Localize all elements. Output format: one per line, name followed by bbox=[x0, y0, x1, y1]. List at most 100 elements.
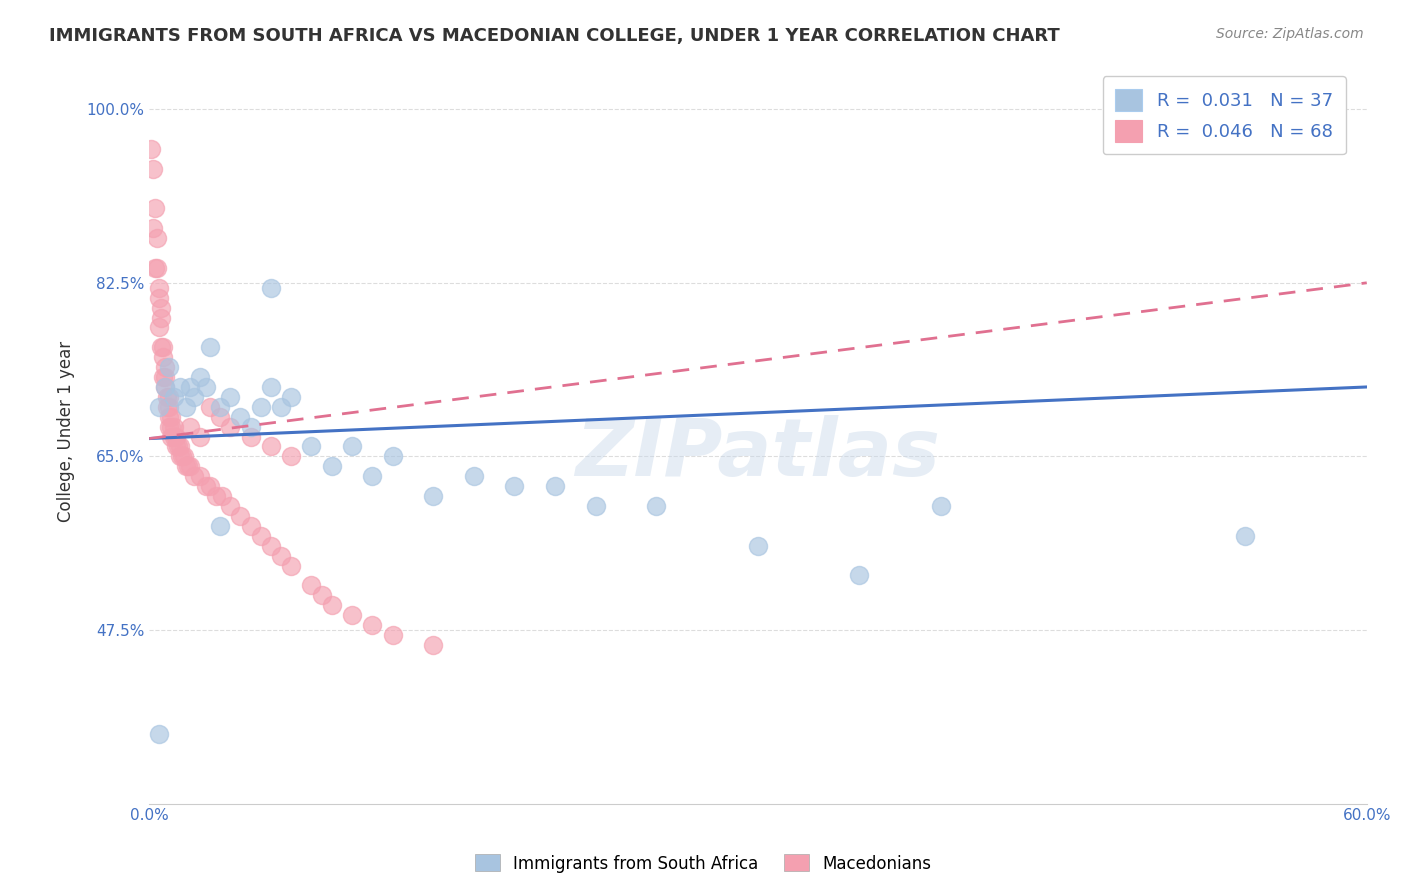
Point bbox=[270, 549, 292, 563]
Point bbox=[183, 390, 205, 404]
Point bbox=[160, 419, 183, 434]
Point bbox=[165, 429, 187, 443]
Point bbox=[301, 440, 323, 454]
Point bbox=[159, 390, 181, 404]
Point bbox=[173, 450, 195, 464]
Point bbox=[280, 450, 302, 464]
Point bbox=[179, 380, 201, 394]
Point bbox=[209, 400, 232, 414]
Point bbox=[155, 380, 177, 394]
Point bbox=[160, 409, 183, 424]
Point bbox=[301, 578, 323, 592]
Text: Source: ZipAtlas.com: Source: ZipAtlas.com bbox=[1216, 27, 1364, 41]
Point bbox=[260, 539, 283, 553]
Point bbox=[156, 390, 179, 404]
Point bbox=[239, 519, 262, 533]
Point bbox=[239, 419, 262, 434]
Point bbox=[152, 340, 174, 354]
Point bbox=[585, 499, 607, 513]
Point bbox=[166, 440, 188, 454]
Point bbox=[194, 380, 217, 394]
Point bbox=[361, 618, 384, 632]
Legend: R =  0.031   N = 37, R =  0.046   N = 68: R = 0.031 N = 37, R = 0.046 N = 68 bbox=[1102, 76, 1346, 154]
Point bbox=[422, 489, 444, 503]
Point bbox=[249, 400, 271, 414]
Point bbox=[162, 429, 184, 443]
Point bbox=[146, 231, 169, 245]
Point bbox=[321, 598, 343, 612]
Point bbox=[159, 400, 181, 414]
Point bbox=[152, 370, 174, 384]
Point bbox=[155, 370, 177, 384]
Point bbox=[169, 380, 191, 394]
Point bbox=[229, 508, 252, 523]
Point bbox=[229, 409, 252, 424]
Point bbox=[198, 479, 221, 493]
Point bbox=[148, 400, 170, 414]
Point bbox=[219, 499, 242, 513]
Point bbox=[270, 400, 292, 414]
Point bbox=[183, 469, 205, 483]
Point bbox=[148, 727, 170, 741]
Text: ZIPatlas: ZIPatlas bbox=[575, 415, 941, 493]
Point bbox=[143, 260, 166, 275]
Point bbox=[142, 221, 165, 235]
Point bbox=[747, 539, 769, 553]
Point bbox=[160, 429, 183, 443]
Point bbox=[188, 370, 211, 384]
Point bbox=[848, 568, 870, 582]
Point bbox=[150, 310, 173, 325]
Point bbox=[148, 291, 170, 305]
Point bbox=[544, 479, 567, 493]
Point bbox=[260, 440, 283, 454]
Point bbox=[645, 499, 668, 513]
Point bbox=[150, 301, 173, 315]
Point bbox=[159, 409, 181, 424]
Text: IMMIGRANTS FROM SOUTH AFRICA VS MACEDONIAN COLLEGE, UNDER 1 YEAR CORRELATION CHA: IMMIGRANTS FROM SOUTH AFRICA VS MACEDONI… bbox=[49, 27, 1060, 45]
Point bbox=[148, 281, 170, 295]
Point bbox=[198, 340, 221, 354]
Point bbox=[159, 419, 181, 434]
Point bbox=[422, 638, 444, 652]
Point bbox=[381, 628, 404, 642]
Point bbox=[155, 380, 177, 394]
Point bbox=[340, 440, 363, 454]
Point bbox=[198, 400, 221, 414]
Point bbox=[148, 320, 170, 334]
Y-axis label: College, Under 1 year: College, Under 1 year bbox=[58, 341, 75, 522]
Point bbox=[239, 429, 262, 443]
Point bbox=[463, 469, 485, 483]
Point bbox=[155, 360, 177, 375]
Point bbox=[211, 489, 233, 503]
Point bbox=[169, 450, 191, 464]
Point bbox=[205, 489, 228, 503]
Point bbox=[209, 519, 232, 533]
Legend: Immigrants from South Africa, Macedonians: Immigrants from South Africa, Macedonian… bbox=[468, 847, 938, 880]
Point bbox=[177, 459, 200, 474]
Point bbox=[146, 260, 169, 275]
Point bbox=[150, 340, 173, 354]
Point bbox=[156, 400, 179, 414]
Point bbox=[311, 588, 333, 602]
Point bbox=[162, 390, 184, 404]
Point bbox=[249, 529, 271, 543]
Point bbox=[340, 608, 363, 623]
Point bbox=[219, 419, 242, 434]
Point bbox=[361, 469, 384, 483]
Point bbox=[179, 419, 201, 434]
Point bbox=[165, 440, 187, 454]
Point bbox=[143, 202, 166, 216]
Point bbox=[188, 469, 211, 483]
Point bbox=[280, 558, 302, 573]
Point bbox=[188, 429, 211, 443]
Point bbox=[260, 281, 283, 295]
Point bbox=[321, 459, 343, 474]
Point bbox=[170, 450, 193, 464]
Point bbox=[194, 479, 217, 493]
Point bbox=[152, 350, 174, 364]
Point bbox=[280, 390, 302, 404]
Point bbox=[162, 419, 184, 434]
Point bbox=[209, 409, 232, 424]
Point bbox=[1233, 529, 1256, 543]
Point bbox=[141, 142, 163, 156]
